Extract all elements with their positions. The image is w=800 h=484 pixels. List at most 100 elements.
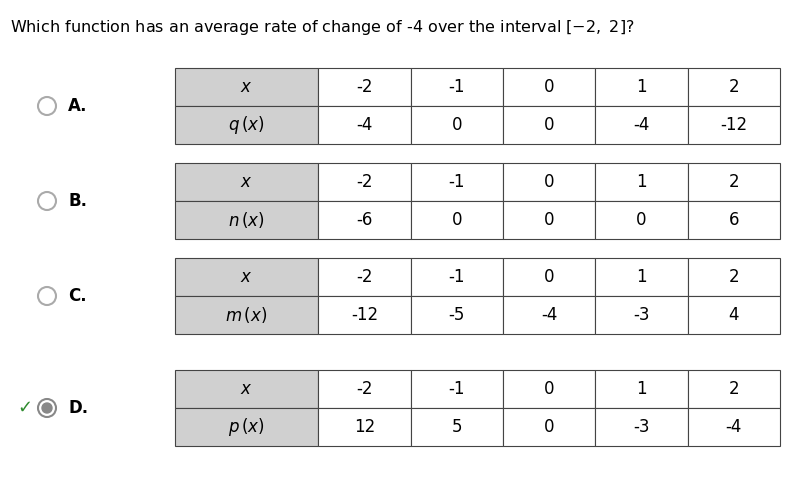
Text: B.: B. (68, 192, 87, 210)
Text: C.: C. (68, 287, 86, 305)
Text: ✓: ✓ (18, 399, 33, 417)
Bar (175, 370, 318, 408)
Bar (318, 258, 410, 296)
Text: 0: 0 (451, 211, 462, 229)
Text: A.: A. (68, 97, 87, 115)
Text: 0: 0 (544, 211, 554, 229)
Bar (410, 201, 503, 239)
Text: 6: 6 (729, 211, 739, 229)
Text: $x$: $x$ (240, 380, 253, 398)
Text: $q\,(x)$: $q\,(x)$ (228, 114, 265, 136)
Bar (595, 163, 688, 201)
Text: 4: 4 (729, 306, 739, 324)
Text: -12: -12 (350, 306, 378, 324)
Bar (175, 68, 318, 106)
Text: -4: -4 (356, 116, 373, 134)
Text: -12: -12 (720, 116, 747, 134)
Bar (175, 258, 318, 296)
Bar (503, 370, 595, 408)
Text: -5: -5 (449, 306, 465, 324)
Text: 2: 2 (729, 173, 739, 191)
Bar (318, 106, 410, 144)
Bar (410, 258, 503, 296)
Text: -1: -1 (449, 268, 465, 286)
Bar (595, 201, 688, 239)
Text: 2: 2 (729, 268, 739, 286)
Text: $p\,(x)$: $p\,(x)$ (228, 416, 265, 438)
Text: -2: -2 (356, 173, 373, 191)
Bar (688, 106, 780, 144)
Text: 2: 2 (729, 380, 739, 398)
Text: $x$: $x$ (240, 78, 253, 96)
Text: -4: -4 (726, 418, 742, 436)
Bar (318, 296, 410, 334)
Text: $m\,(x)$: $m\,(x)$ (226, 305, 268, 325)
Text: -3: -3 (634, 418, 650, 436)
Bar (595, 408, 688, 446)
Bar (318, 201, 410, 239)
Bar (318, 408, 410, 446)
Bar (410, 408, 503, 446)
Text: -1: -1 (449, 173, 465, 191)
Bar (175, 296, 318, 334)
Bar (688, 408, 780, 446)
Bar (175, 163, 318, 201)
Text: 0: 0 (544, 268, 554, 286)
Text: -2: -2 (356, 380, 373, 398)
Bar (175, 201, 318, 239)
Bar (688, 201, 780, 239)
Bar (595, 106, 688, 144)
Bar (503, 258, 595, 296)
Bar (410, 68, 503, 106)
Text: -6: -6 (356, 211, 373, 229)
Text: Which function has an average rate of change of -4 over the interval $[-2,\ 2]$?: Which function has an average rate of ch… (10, 18, 634, 37)
Bar (318, 68, 410, 106)
Text: 12: 12 (354, 418, 375, 436)
Bar (595, 68, 688, 106)
Bar (410, 370, 503, 408)
Text: $n\,(x)$: $n\,(x)$ (228, 210, 265, 230)
Text: -4: -4 (634, 116, 650, 134)
Text: 1: 1 (636, 268, 646, 286)
Bar (503, 68, 595, 106)
Bar (688, 258, 780, 296)
Text: -3: -3 (634, 306, 650, 324)
Text: 2: 2 (729, 78, 739, 96)
Bar (410, 296, 503, 334)
Text: 0: 0 (544, 116, 554, 134)
Text: $x$: $x$ (240, 268, 253, 286)
Bar (318, 370, 410, 408)
Bar (503, 408, 595, 446)
Text: -4: -4 (541, 306, 558, 324)
Bar (688, 68, 780, 106)
Text: 0: 0 (544, 380, 554, 398)
Text: 5: 5 (451, 418, 462, 436)
Bar (595, 258, 688, 296)
Text: 0: 0 (451, 116, 462, 134)
Bar (175, 106, 318, 144)
Text: -1: -1 (449, 78, 465, 96)
Text: -1: -1 (449, 380, 465, 398)
Bar (503, 201, 595, 239)
Text: 1: 1 (636, 78, 646, 96)
Bar (318, 163, 410, 201)
Bar (175, 408, 318, 446)
Text: 1: 1 (636, 380, 646, 398)
Circle shape (42, 403, 52, 413)
Bar (595, 296, 688, 334)
Bar (595, 370, 688, 408)
Bar (503, 296, 595, 334)
Text: 0: 0 (544, 78, 554, 96)
Bar (503, 163, 595, 201)
Bar (410, 163, 503, 201)
Text: 0: 0 (544, 173, 554, 191)
Text: 0: 0 (544, 418, 554, 436)
Bar (410, 106, 503, 144)
Bar (688, 296, 780, 334)
Bar (503, 106, 595, 144)
Text: 1: 1 (636, 173, 646, 191)
Bar (688, 370, 780, 408)
Bar (688, 163, 780, 201)
Text: D.: D. (68, 399, 88, 417)
Text: $x$: $x$ (240, 173, 253, 191)
